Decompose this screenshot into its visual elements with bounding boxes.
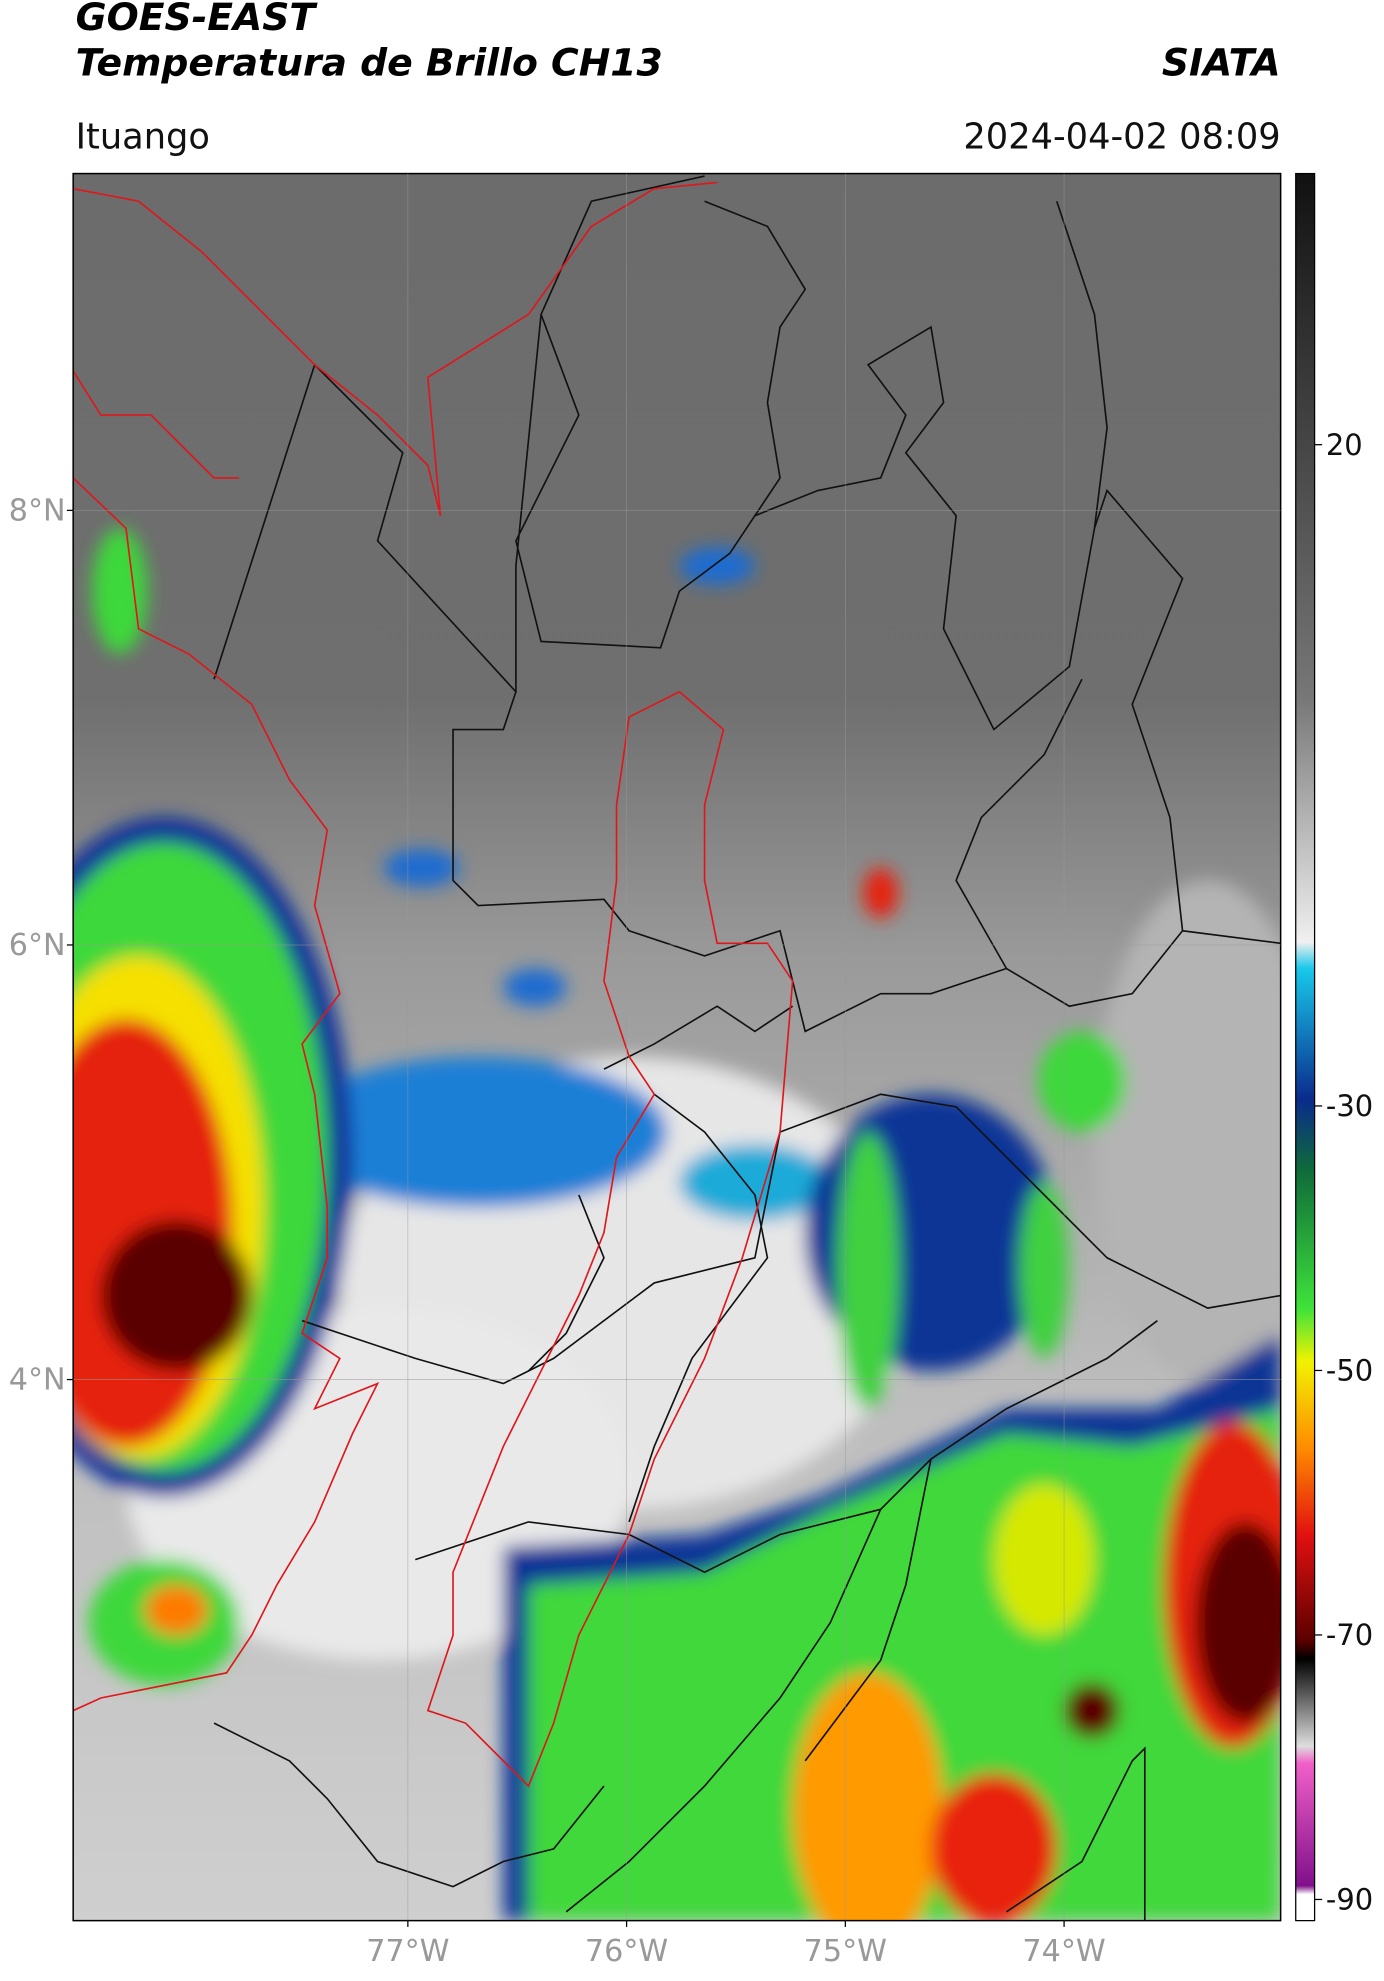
colorbar-tick-label: -50 [1326, 1354, 1373, 1388]
lon-tick-label: 76°W [585, 1934, 668, 1969]
lon-tick-label: 75°W [804, 1934, 887, 1969]
map-frame [72, 172, 1282, 1922]
colorbar-tick-label: -90 [1326, 1883, 1373, 1917]
lat-tick-label: 4°N [9, 1363, 66, 1398]
org: SIATA [1162, 40, 1281, 84]
lon-tick-label: 77°W [366, 1934, 449, 1969]
colorbar-tick-label: -70 [1326, 1618, 1373, 1652]
satellite-image [73, 173, 1281, 1921]
location: Ituango [76, 116, 210, 157]
colorbar-tick-label: 20 [1326, 428, 1363, 462]
title: GOES-EAST [76, 0, 319, 39]
lat-tick-label: 8°N [9, 493, 66, 528]
title: Temperatura de Brillo CH13 [76, 40, 663, 84]
lon-tick-label: 74°W [1022, 1934, 1105, 1969]
colorbar [1295, 172, 1316, 1922]
colorbar-tick-label: -30 [1326, 1089, 1373, 1123]
datetime: 2024-04-02 08:09 [963, 116, 1280, 157]
lat-tick-label: 6°N [9, 928, 66, 963]
